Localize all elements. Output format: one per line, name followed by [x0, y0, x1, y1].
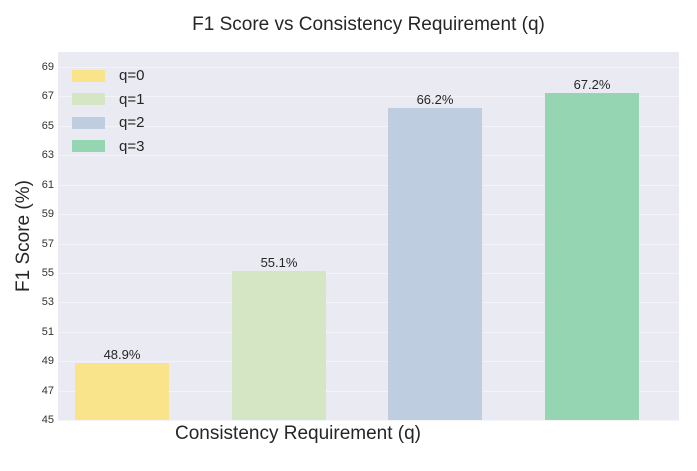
gridline — [58, 272, 679, 274]
y-tick-label: 47 — [41, 384, 54, 397]
legend-swatch — [72, 140, 105, 153]
bar-value-label: 67.2% — [573, 77, 611, 93]
y-tick-label: 51 — [41, 325, 54, 338]
bar-value-label: 66.2% — [416, 92, 454, 108]
gridline — [58, 243, 679, 245]
gridline — [58, 420, 679, 421]
bar-q=1 — [232, 271, 326, 420]
legend-item: q=3 — [72, 135, 144, 159]
legend-swatch — [72, 93, 105, 106]
legend-label: q=2 — [119, 114, 145, 132]
gridline — [58, 125, 679, 127]
legend-swatch — [72, 69, 105, 82]
gridline — [58, 361, 679, 363]
y-tick-label: 45 — [41, 414, 54, 426]
y-tick-label: 53 — [41, 296, 54, 309]
bar-q=3 — [545, 93, 639, 420]
y-tick-label: 65 — [41, 119, 54, 132]
legend-label: q=1 — [119, 90, 145, 108]
legend-swatch — [72, 116, 105, 129]
legend-item: q=2 — [72, 111, 144, 135]
y-tick-label: 55 — [41, 266, 54, 279]
gridline — [58, 184, 679, 186]
y-tick-label: 59 — [41, 208, 54, 221]
legend-label: q=3 — [119, 137, 145, 155]
gridline — [58, 214, 679, 216]
y-tick-label: 61 — [41, 178, 54, 191]
gridline — [58, 331, 679, 333]
x-axis-label: Consistency Requirement (q) — [174, 423, 422, 444]
y-tick-label: 49 — [41, 355, 54, 368]
legend-label: q=0 — [119, 67, 145, 85]
y-tick-label: 69 — [41, 61, 54, 73]
legend-item: q=1 — [72, 88, 144, 112]
gridline — [58, 302, 679, 304]
y-tick-label: 63 — [41, 149, 54, 162]
bar-value-label: 48.9% — [103, 346, 141, 362]
bar-value-label: 55.1% — [260, 255, 298, 271]
y-axis-label: F1 Score (%) — [13, 180, 34, 292]
y-tick-label: 57 — [41, 237, 54, 250]
chart-title: F1 Score vs Consistency Requirement (q) — [192, 14, 545, 35]
gridline — [58, 96, 679, 98]
bar-q=2 — [388, 108, 482, 420]
legend: q=0 q=1 q=2 q=3 — [72, 64, 144, 158]
gridline — [58, 67, 679, 68]
gridline — [58, 390, 679, 392]
legend-item: q=0 — [72, 64, 144, 88]
y-tick-label: 67 — [41, 90, 54, 103]
plot-area: 48.9% 55.1% 66.2% 67.2% — [58, 52, 679, 421]
gridline — [58, 155, 679, 157]
bar-q=0 — [75, 362, 169, 420]
